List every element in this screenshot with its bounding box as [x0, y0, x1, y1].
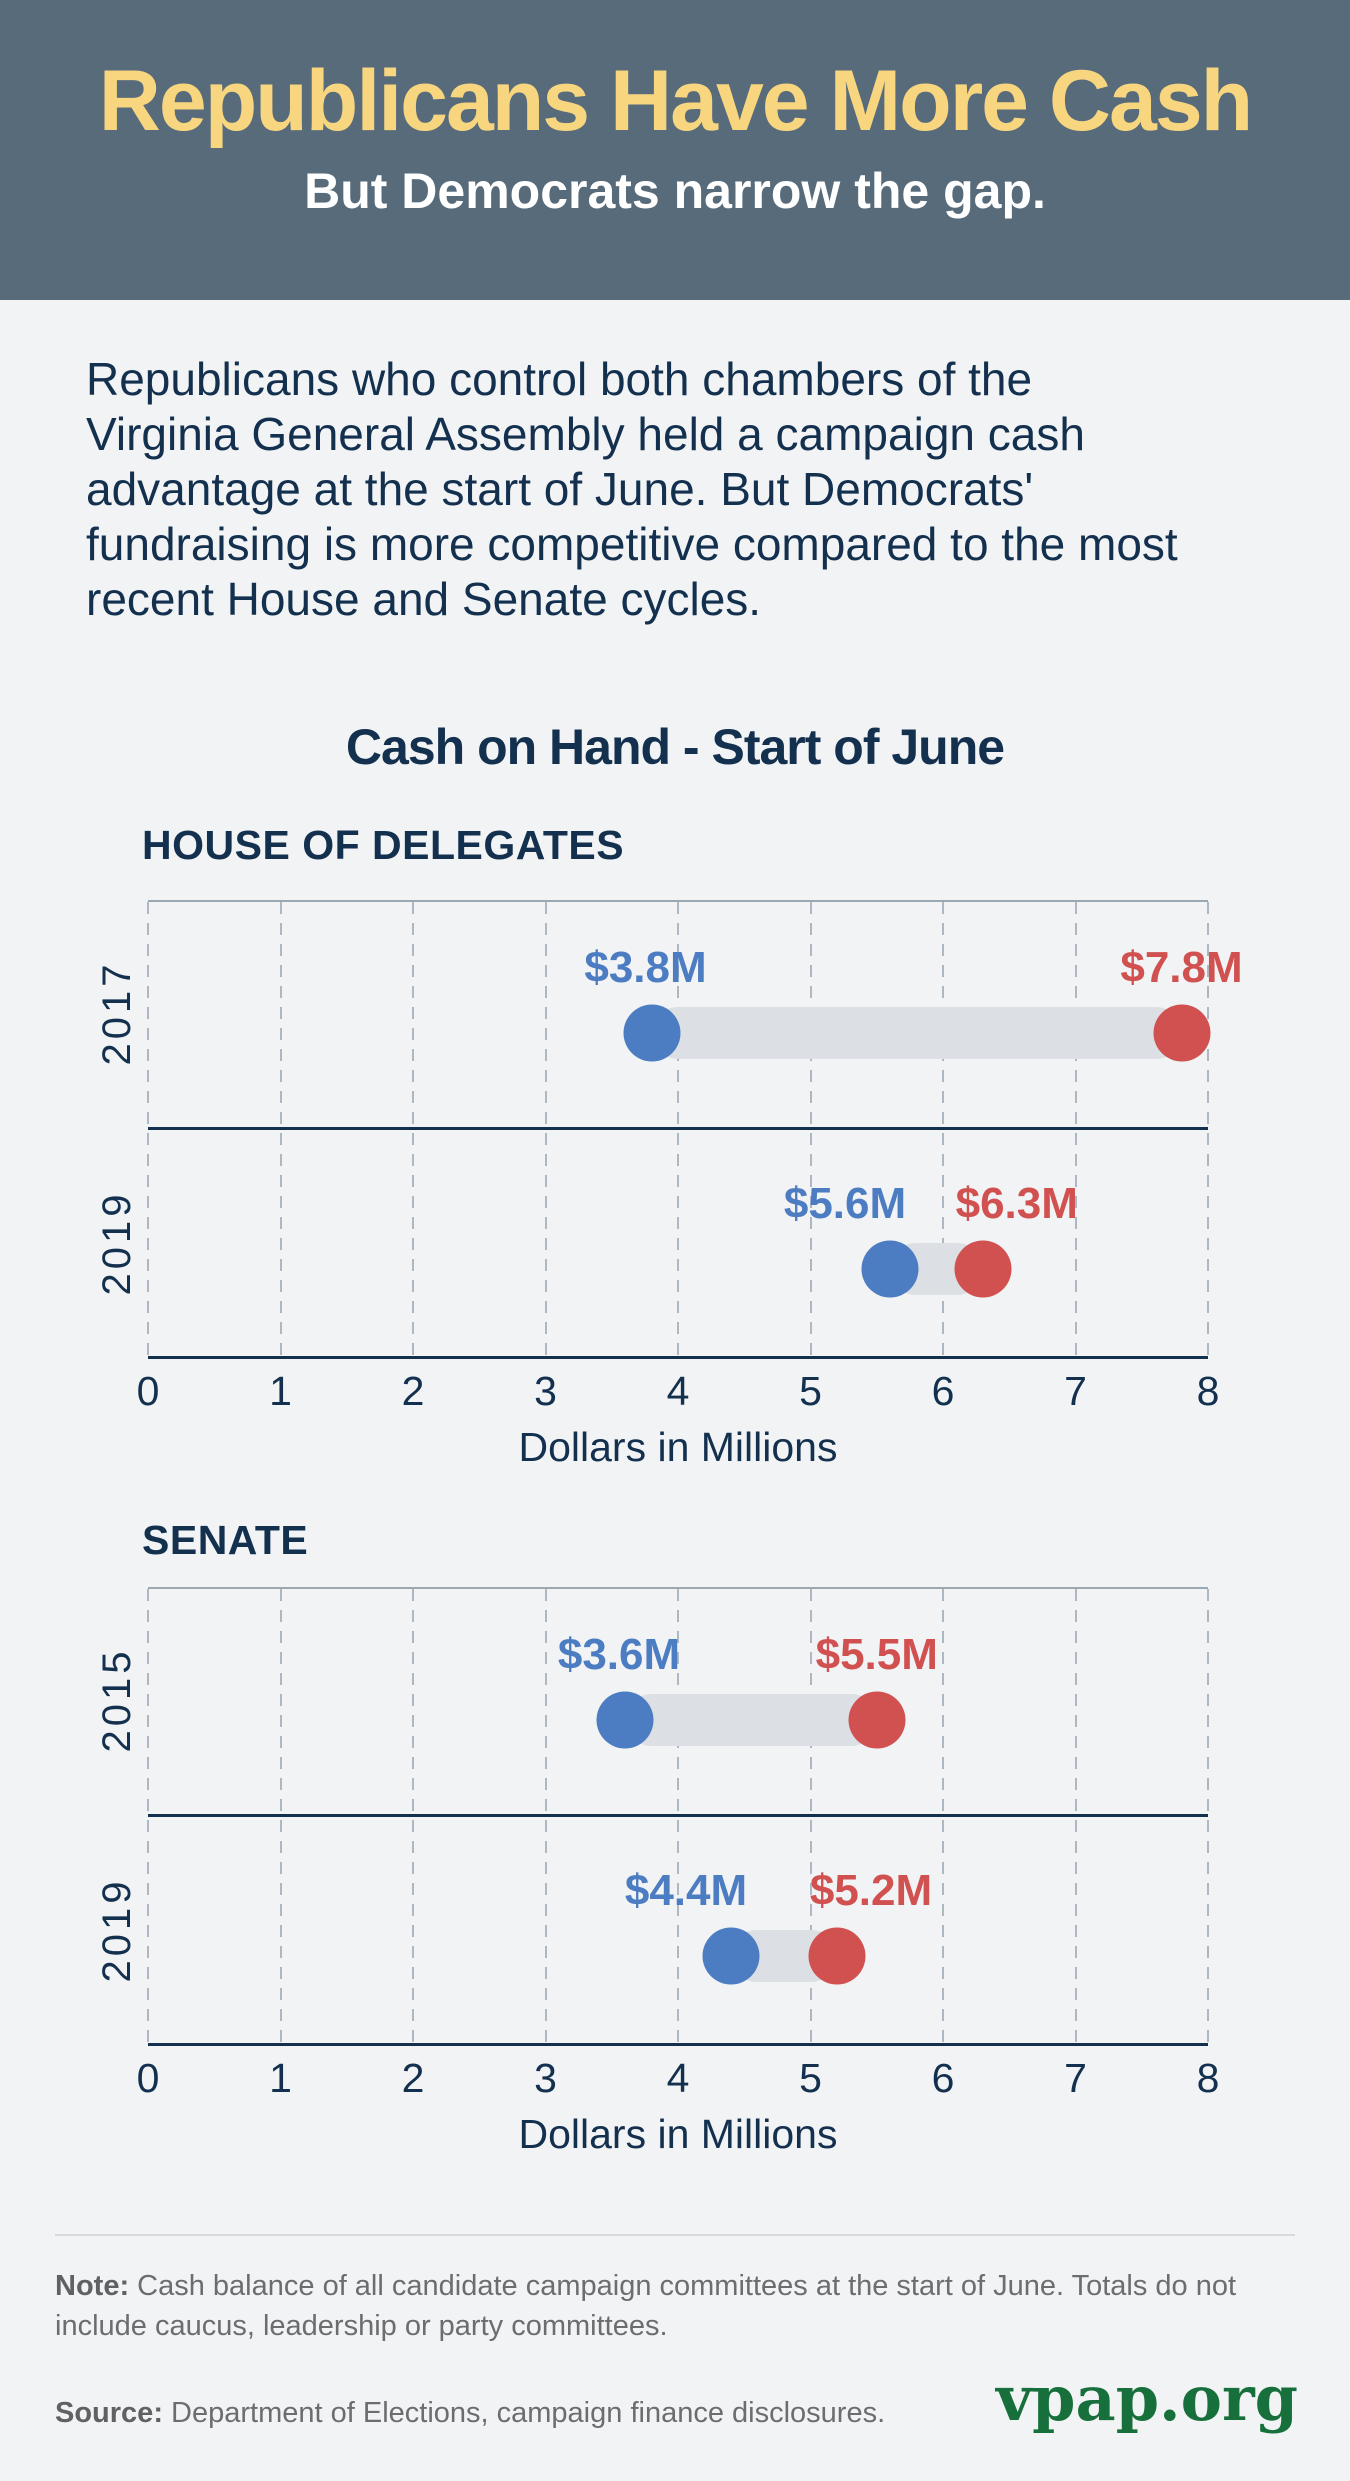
footer-note: Note: Cash balance of all candidate camp…	[55, 2266, 1300, 2346]
democrat-dot	[861, 1240, 919, 1298]
republican-value-label: $5.5M	[815, 1630, 938, 1679]
republican-value-label: $7.8M	[1120, 943, 1243, 992]
democrat-dot	[623, 1004, 680, 1062]
header-banner: Republicans Have More Cash But Democrats…	[0, 0, 1350, 300]
year-label: 2017	[94, 960, 139, 1066]
democrat-value-label: $3.6M	[557, 1630, 681, 1679]
democrat-value-label: $4.4M	[624, 1866, 748, 1915]
page-subtitle: But Democrats narrow the gap.	[304, 163, 1046, 219]
x-axis-line	[148, 2043, 1208, 2046]
x-tick-label: 3	[534, 2055, 557, 2101]
x-tick-label: 7	[1064, 1368, 1087, 1414]
x-tick-label: 5	[799, 1368, 822, 1414]
connector-bar	[651, 1007, 1182, 1059]
gridline	[1207, 902, 1209, 1356]
x-tick-label: 1	[269, 1368, 292, 1414]
republican-value-label: $6.3M	[955, 1179, 1078, 1228]
x-tick-label: 7	[1064, 2055, 1087, 2101]
x-tick-label: 4	[666, 1368, 690, 1414]
section-label-house: HOUSE OF DELEGATES	[142, 822, 625, 868]
republican-dot	[808, 1927, 866, 1985]
row-separator	[148, 1127, 1208, 1130]
footer-source: Source: Department of Elections, campaig…	[55, 2393, 955, 2433]
x-tick-label: 2	[401, 1368, 425, 1414]
connector-bar	[625, 1694, 877, 1746]
note-text: Cash balance of all candidate campaign c…	[55, 2270, 1237, 2342]
section-label-senate: SENATE	[142, 1517, 309, 1563]
year-label: 2015	[94, 1647, 139, 1753]
x-tick-label: 0	[136, 1368, 160, 1414]
x-tick-label: 6	[931, 2055, 955, 2101]
x-tick-label: 4	[666, 2055, 690, 2101]
republican-dot	[1153, 1004, 1210, 1062]
x-axis-title: Dollars in Millions	[518, 1424, 838, 1470]
republican-dot	[954, 1240, 1012, 1298]
year-label: 2019	[94, 1877, 139, 1983]
note-label: Note:	[55, 2270, 130, 2302]
x-axis-line	[148, 1356, 1208, 1359]
vpap-logo[interactable]: vpap.org	[996, 2362, 1298, 2435]
x-tick-label: 5	[799, 2055, 822, 2101]
gridline	[1207, 1589, 1209, 2043]
democrat-dot	[702, 1927, 760, 1985]
source-label: Source:	[55, 2397, 163, 2429]
source-text: Department of Elections, campaign financ…	[162, 2397, 886, 2429]
plot-senate: 2015 $3.6M $5.5M 2019 $4.4M $5.2M 0 1 2 3 4 5 6 7 8 Dol…	[95, 1587, 1219, 2157]
intro-paragraph: Republicans who control both chambers of…	[86, 353, 1178, 625]
year-label: 2019	[94, 1190, 139, 1296]
republican-value-label: $5.2M	[809, 1866, 933, 1915]
democrat-dot	[596, 1691, 654, 1749]
democrat-value-label: $3.8M	[584, 943, 707, 992]
republican-dot	[848, 1691, 906, 1749]
x-axis-title: Dollars in Millions	[518, 2111, 838, 2157]
chart-title: Cash on Hand - Start of June	[345, 719, 1005, 775]
democrat-value-label: $5.6M	[783, 1179, 907, 1228]
x-tick-label: 8	[1196, 1368, 1220, 1414]
x-tick-label: 6	[931, 1368, 955, 1414]
x-tick-label: 1	[269, 2055, 292, 2101]
x-tick-label: 8	[1196, 2055, 1220, 2101]
footer-divider	[55, 2234, 1295, 2236]
page-title: Republicans Have More Cash	[98, 53, 1253, 149]
row-separator	[148, 1814, 1208, 1817]
plot-house: 2017 $3.8M $7.8M 2019 $5.6M $6.3M 0 1 2 3 4 5 6 7 8 Dol…	[95, 900, 1243, 1470]
x-tick-label: 2	[401, 2055, 425, 2101]
x-tick-label: 3	[534, 1368, 557, 1414]
x-tick-label: 0	[136, 2055, 160, 2101]
